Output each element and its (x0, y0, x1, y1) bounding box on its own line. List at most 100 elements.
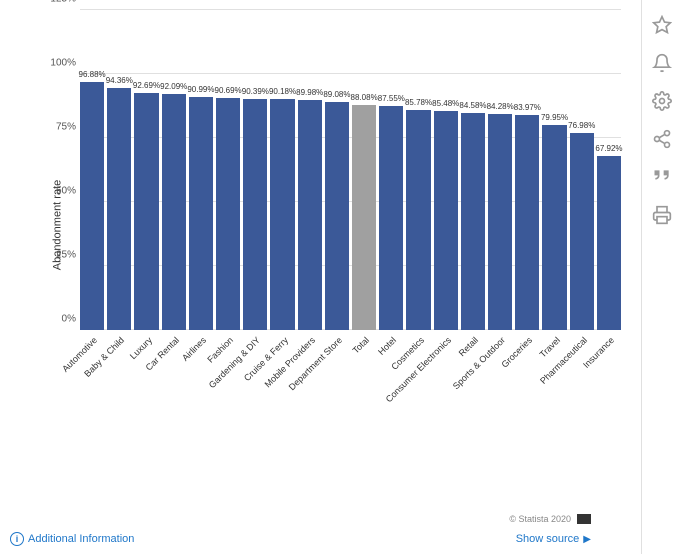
bar-slot: 90.18% (270, 10, 294, 330)
bar[interactable]: 90.18% (270, 99, 294, 330)
bar-slot: 79.95% (542, 10, 566, 330)
bar-value-label: 92.69% (133, 81, 160, 90)
bar[interactable]: 89.08% (325, 102, 349, 330)
main-container: Abandonment rate 0% 25% 50% 75% 100% 125… (0, 0, 681, 554)
bar-value-label: 85.48% (432, 99, 459, 108)
bar[interactable]: 90.39% (243, 99, 267, 330)
bar-value-label: 96.88% (79, 70, 106, 79)
bar-slot: 89.98% (298, 10, 322, 330)
bar[interactable]: 90.69% (216, 98, 240, 330)
bar-value-label: 90.99% (187, 85, 214, 94)
x-label-slot: Total (352, 330, 376, 440)
x-label-slot: Car Rental (162, 330, 186, 440)
x-label-slot: Mobile Providers (298, 330, 322, 440)
bar[interactable]: 88.08% (352, 105, 376, 330)
bar-value-label: 88.08% (351, 93, 378, 102)
bar[interactable]: 87.55% (379, 106, 403, 330)
plot-region: Abandonment rate 0% 25% 50% 75% 100% 125… (50, 10, 631, 440)
share-icon[interactable] (652, 129, 672, 149)
bar-slot: 84.58% (461, 10, 485, 330)
bar-slot: 85.48% (434, 10, 458, 330)
x-label-slot: Groceries (515, 330, 539, 440)
bar[interactable]: 67.92% (597, 156, 621, 330)
bar[interactable]: 83.97% (515, 115, 539, 330)
y-tick: 0% (50, 314, 76, 325)
bar[interactable]: 94.36% (107, 88, 131, 330)
bar[interactable]: 85.48% (434, 111, 458, 330)
x-label-slot: Insurance (597, 330, 621, 440)
star-icon[interactable] (652, 15, 672, 35)
bar[interactable]: 79.95% (542, 125, 566, 330)
bar-slot: 84.28% (488, 10, 512, 330)
bar-value-label: 87.55% (378, 94, 405, 103)
bar[interactable]: 84.58% (461, 113, 485, 330)
bar-slot: 94.36% (107, 10, 131, 330)
bar-slot: 90.39% (243, 10, 267, 330)
bar-slot: 88.08% (352, 10, 376, 330)
show-source-link[interactable]: Show source ▶ (516, 533, 591, 545)
x-label-slot: Automotive (80, 330, 104, 440)
info-icon: i (10, 532, 24, 546)
bar[interactable]: 89.98% (298, 100, 322, 330)
x-label-slot: Fashion (216, 330, 240, 440)
x-label-slot: Pharmaceutical (570, 330, 594, 440)
x-tick-label: Total (351, 335, 372, 356)
bar-value-label: 84.28% (487, 102, 514, 111)
show-source-label: Show source (516, 533, 580, 545)
flag-icon[interactable] (577, 514, 591, 524)
bar[interactable]: 92.09% (162, 94, 186, 330)
bar-value-label: 85.78% (405, 98, 432, 107)
y-tick: 125% (50, 0, 76, 5)
x-label-slot: Retail (461, 330, 485, 440)
bell-icon[interactable] (652, 53, 672, 73)
bar-value-label: 76.98% (568, 121, 595, 130)
x-label-slot: Luxury (134, 330, 158, 440)
bar-slot: 83.97% (515, 10, 539, 330)
chevron-right-icon: ▶ (583, 534, 591, 545)
bar-slot: 89.08% (325, 10, 349, 330)
bar-slot: 90.69% (216, 10, 240, 330)
bar-value-label: 79.95% (541, 113, 568, 122)
bar-slot: 67.92% (597, 10, 621, 330)
bar-value-label: 89.08% (323, 90, 350, 99)
gear-icon[interactable] (652, 91, 672, 111)
bar[interactable]: 84.28% (488, 114, 512, 330)
sidebar (641, 0, 681, 554)
y-tick: 50% (50, 186, 76, 197)
x-tick-label: Travel (537, 335, 562, 360)
bar-slot: 92.69% (134, 10, 158, 330)
bar-slot: 85.78% (406, 10, 430, 330)
bars-container: 96.88%94.36%92.69%92.09%90.99%90.69%90.3… (80, 10, 621, 330)
copyright-text: © Statista 2020 (509, 514, 571, 524)
quote-icon[interactable] (652, 167, 672, 187)
bar-value-label: 84.58% (459, 101, 486, 110)
bar-slot: 96.88% (80, 10, 104, 330)
bar-value-label: 92.09% (160, 82, 187, 91)
bar[interactable]: 85.78% (406, 110, 430, 330)
bar[interactable]: 96.88% (80, 82, 104, 330)
print-icon[interactable] (652, 205, 672, 225)
bar[interactable]: 76.98% (570, 133, 594, 330)
bar[interactable]: 90.99% (189, 97, 213, 330)
y-tick: 75% (50, 122, 76, 133)
x-tick-label: Hotel (376, 335, 398, 357)
bar-value-label: 67.92% (595, 144, 622, 153)
x-label-slot: Sports & Outdoor (488, 330, 512, 440)
bar-slot: 92.09% (162, 10, 186, 330)
bar[interactable]: 92.69% (134, 93, 158, 330)
bar-slot: 90.99% (189, 10, 213, 330)
x-labels-container: AutomotiveBaby & ChildLuxuryCar RentalAi… (80, 330, 621, 440)
x-label-slot: Gardening & DIY (243, 330, 267, 440)
chart-area: Abandonment rate 0% 25% 50% 75% 100% 125… (0, 0, 641, 554)
bar-value-label: 90.69% (215, 86, 242, 95)
bar-value-label: 83.97% (514, 103, 541, 112)
additional-info-label: Additional Information (28, 533, 134, 545)
additional-info-link[interactable]: i Additional Information (10, 532, 134, 546)
copyright-row: © Statista 2020 (509, 514, 591, 524)
bar-slot: 76.98% (570, 10, 594, 330)
bar-value-label: 89.98% (296, 88, 323, 97)
y-tick: 100% (50, 58, 76, 69)
x-label-slot: Department Store (325, 330, 349, 440)
y-tick: 25% (50, 250, 76, 261)
x-tick-label: Retail (457, 335, 480, 358)
